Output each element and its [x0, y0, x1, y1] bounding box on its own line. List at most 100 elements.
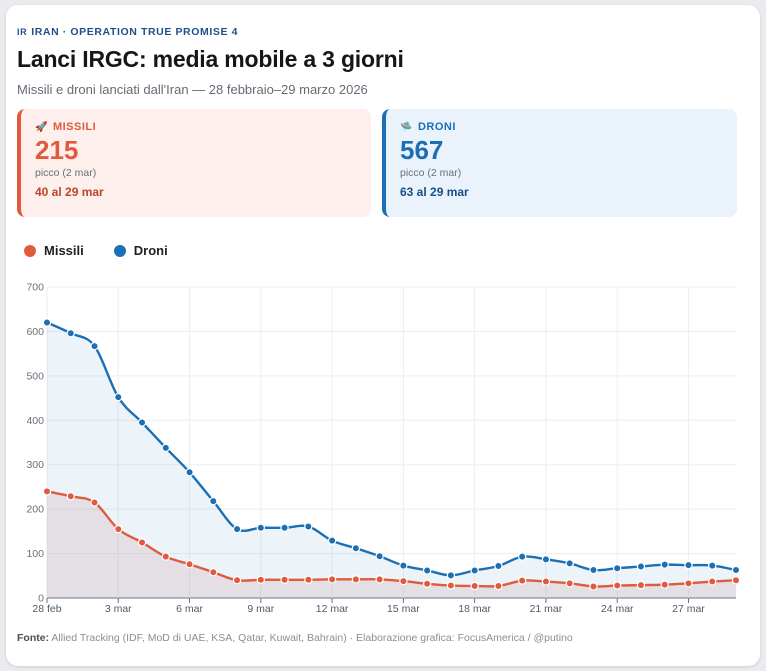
- point-droni: [636, 562, 646, 571]
- x-tick-label: 3 mar: [105, 603, 132, 615]
- ufo-drone-icon: 🛸: [400, 122, 413, 133]
- point-droni: [161, 443, 170, 453]
- point-droni: [541, 555, 551, 564]
- x-tick-label: 21 mar: [530, 603, 563, 615]
- point-missili: [470, 581, 479, 591]
- point-missili: [114, 524, 123, 534]
- point-missili: [232, 576, 242, 585]
- point-droni: [731, 565, 741, 575]
- point-missili: [185, 560, 194, 569]
- point-droni: [565, 559, 574, 568]
- point-missili: [422, 579, 432, 588]
- point-missili: [494, 581, 503, 591]
- point-missili: [731, 576, 741, 585]
- y-tick-label: 300: [26, 459, 44, 471]
- point-missili: [66, 492, 75, 501]
- point-missili: [517, 576, 527, 585]
- point-droni: [613, 564, 622, 573]
- x-tick-label: 12 mar: [316, 603, 349, 615]
- y-tick-label: 400: [26, 415, 44, 427]
- kpi-missili-value: 215: [35, 135, 79, 165]
- point-droni: [256, 523, 266, 533]
- point-droni: [232, 524, 242, 534]
- y-tick-label: 500: [26, 370, 44, 382]
- kpi-droni-end: 63 al 29 mar: [400, 185, 469, 199]
- x-tick-label: 9 mar: [247, 603, 274, 615]
- point-missili: [613, 581, 622, 590]
- point-missili: [256, 575, 266, 584]
- point-droni: [66, 329, 75, 338]
- kpi-card-droni: 🛸 DRONI 567 picco (2 mar) 63 al 29 mar: [382, 109, 737, 217]
- point-missili: [209, 568, 218, 577]
- point-droni: [422, 566, 432, 575]
- point-missili: [684, 579, 693, 588]
- point-droni: [304, 522, 313, 531]
- point-missili: [304, 575, 313, 584]
- point-missili: [137, 538, 147, 547]
- point-missili: [42, 487, 52, 496]
- legend-droni-swatch: [113, 244, 126, 257]
- kicker: IR IRAN · OPERATION TRUE PROMISE 4: [17, 26, 238, 38]
- kpi-missili-label: MISSILI: [52, 121, 97, 133]
- legend-missili-label: Missili: [44, 243, 84, 258]
- point-droni: [517, 552, 527, 561]
- point-missili: [161, 552, 170, 561]
- line-chart: 0 100 200 300 400 500 600 700 28 feb 3 mar 6 mar 9 …: [26, 282, 741, 615]
- kpi-droni-value: 567: [400, 135, 444, 165]
- point-droni: [589, 565, 598, 575]
- area-droni: [47, 322, 736, 598]
- legend-droni-label: Droni: [133, 243, 168, 258]
- point-droni: [185, 468, 194, 477]
- x-tick-label: 6 mar: [176, 603, 203, 615]
- kpi-card-missili: 🚀 MISSILI 215 picco (2 mar) 40 al 29 mar: [17, 109, 371, 217]
- point-droni: [470, 566, 479, 575]
- point-missili: [660, 580, 669, 589]
- point-droni: [660, 560, 669, 569]
- point-droni: [684, 560, 693, 570]
- point-droni: [42, 318, 52, 327]
- chart-legend: Missili Droni: [24, 243, 198, 258]
- x-tick-label: 27 mar: [672, 603, 705, 615]
- x-tick-label: 15 mar: [387, 603, 420, 615]
- point-missili: [446, 581, 456, 590]
- legend-item-droni[interactable]: Droni: [113, 243, 168, 258]
- iran-flag-icon: IR: [17, 27, 28, 37]
- y-tick-label: 700: [26, 282, 44, 294]
- point-droni: [446, 571, 456, 580]
- kpi-missili-label-row: 🚀 MISSILI: [35, 121, 371, 133]
- point-missili: [636, 580, 646, 590]
- point-missili: [589, 582, 598, 591]
- footer-text: Allied Tracking (IDF, MoD di UAE, KSA, Q…: [51, 632, 573, 644]
- kicker-text: IRAN · OPERATION TRUE PROMISE 4: [31, 26, 239, 38]
- point-droni: [209, 496, 218, 506]
- point-missili: [541, 577, 551, 586]
- point-droni: [708, 561, 717, 570]
- point-droni: [90, 341, 99, 351]
- point-droni: [375, 552, 384, 561]
- kpi-droni-label-row: 🛸 DRONI: [400, 121, 737, 133]
- point-droni: [137, 418, 147, 427]
- point-droni: [399, 561, 408, 570]
- kpi-missili-note: picco (2 mar): [35, 167, 97, 179]
- point-missili: [351, 575, 361, 584]
- page-subtitle: Missili e droni lanciati dall'Iran — 28 …: [17, 82, 368, 97]
- kpi-missili-end: 40 al 29 mar: [35, 185, 104, 199]
- point-missili: [90, 498, 99, 507]
- point-missili: [565, 579, 574, 588]
- point-droni: [280, 523, 289, 533]
- y-tick-label: 600: [26, 326, 44, 338]
- y-tick-label: 0: [38, 593, 44, 605]
- x-tick-label: 18 mar: [458, 603, 491, 615]
- legend-item-missili[interactable]: Missili: [24, 243, 84, 258]
- page-title: Lanci IRGC: media mobile a 3 giorni: [17, 46, 404, 72]
- point-missili: [327, 575, 337, 584]
- legend-missili-swatch: [24, 244, 36, 257]
- point-missili: [708, 577, 717, 586]
- x-tick-label: 24 mar: [601, 603, 634, 615]
- rocket-icon: 🚀: [35, 122, 48, 133]
- point-droni: [114, 392, 123, 402]
- point-missili: [399, 576, 408, 586]
- footer-source: Fonte: Allied Tracking (IDF, MoD di UAE,…: [17, 632, 573, 644]
- x-tick-label: 28 feb: [32, 603, 61, 615]
- point-missili: [280, 575, 289, 584]
